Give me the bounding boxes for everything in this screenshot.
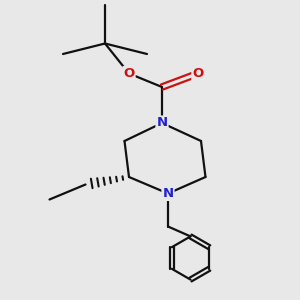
Text: N: N bbox=[162, 187, 174, 200]
Text: O: O bbox=[123, 67, 135, 80]
Text: O: O bbox=[192, 67, 204, 80]
Text: N: N bbox=[156, 116, 168, 130]
